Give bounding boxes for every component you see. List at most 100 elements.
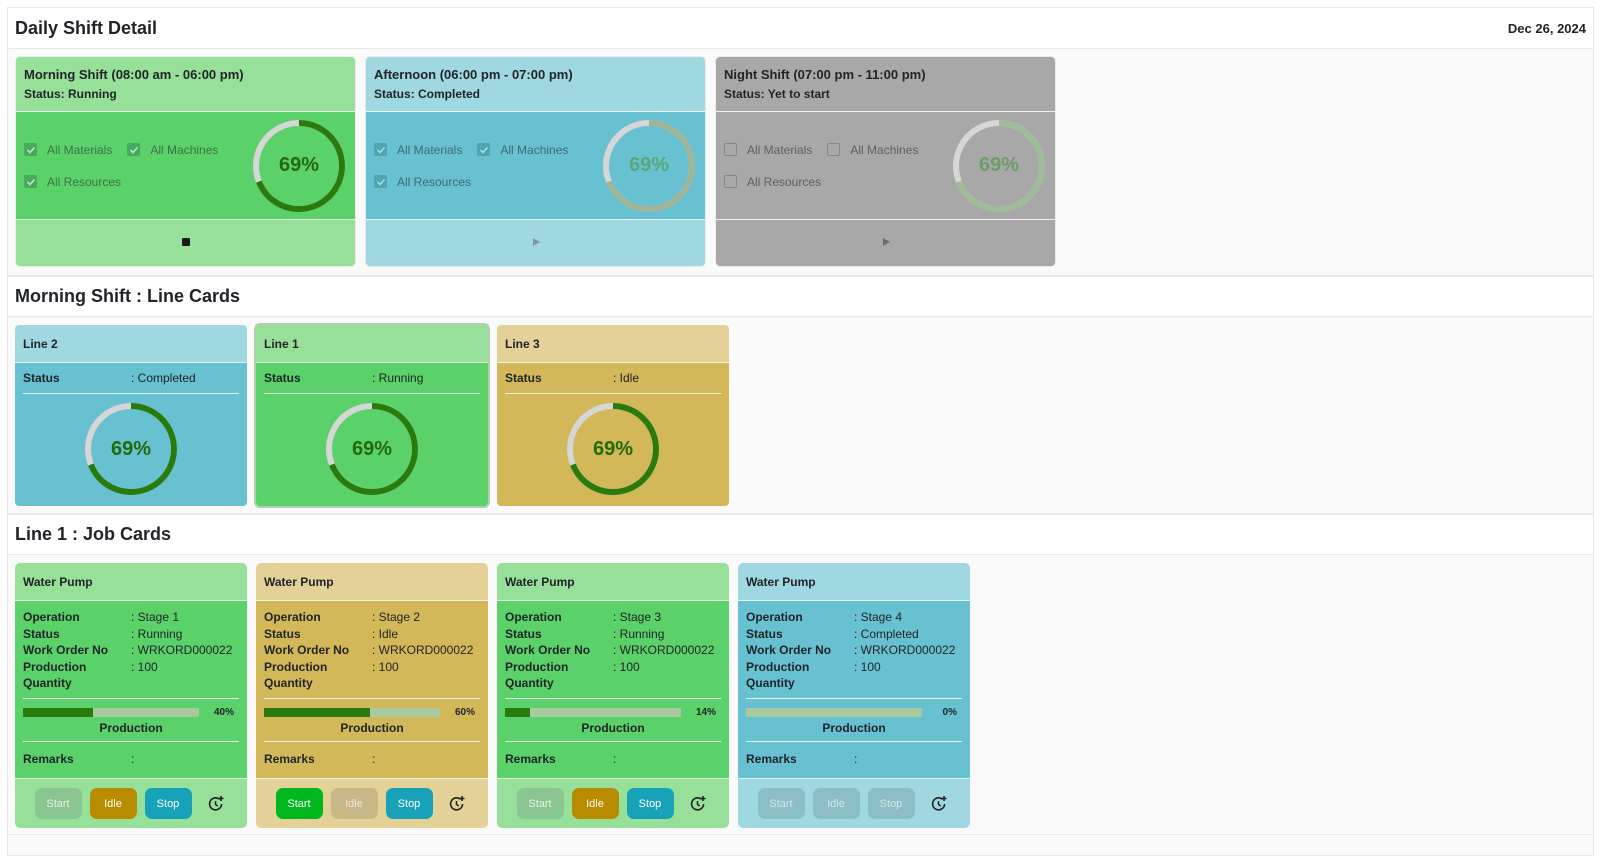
start-button[interactable]: Start <box>757 788 805 819</box>
job-fields: Operation: Stage 1 Status: Running Work … <box>23 609 239 699</box>
shift-card-footer <box>366 220 705 266</box>
clock-add-icon[interactable] <box>445 792 469 816</box>
shift-card-header: Afternoon (06:00 pm - 07:00 pm) Status: … <box>366 57 705 112</box>
stop-button[interactable]: Stop <box>385 788 433 819</box>
start-button[interactable]: Start <box>516 788 564 819</box>
production-key: Production <box>264 659 328 674</box>
job-cards-header: Line 1 : Job Cards <box>8 514 1593 555</box>
all-machines-check[interactable]: All Machines <box>127 143 218 157</box>
check-label: All Machines <box>850 142 919 157</box>
stop-button[interactable]: Stop <box>144 788 192 819</box>
work-order-value: : WRKORD000022 <box>131 643 233 657</box>
progress-label: Production <box>340 720 404 735</box>
progress-fill <box>23 707 94 717</box>
job-card[interactable]: Water Pump Operation: Stage 4 Status: Co… <box>738 563 970 828</box>
job-name: Water Pump <box>497 563 729 601</box>
status-value: : Idle <box>613 370 640 385</box>
shift-status: Status: Yet to start <box>724 87 830 101</box>
clock-add-icon[interactable] <box>927 792 951 816</box>
remarks-value: : <box>613 751 617 766</box>
remarks-row: Remarks: <box>264 742 480 768</box>
start-button[interactable]: Start <box>275 788 323 819</box>
all-materials-check[interactable]: All Materials <box>24 143 112 157</box>
production-progress: 40% Production <box>23 699 239 742</box>
progress-label: Production <box>581 720 645 735</box>
remarks-value: : <box>854 751 858 766</box>
checkbox-checked-icon[interactable] <box>24 143 37 156</box>
progress-track <box>505 707 681 717</box>
play-icon[interactable] <box>881 234 891 252</box>
status-key: Status <box>264 626 301 641</box>
shift-checklist: All Materials All Machines All Resources <box>24 143 251 189</box>
shift-card-afternoon[interactable]: Afternoon (06:00 pm - 07:00 pm) Status: … <box>365 56 706 267</box>
checkbox-checked-icon[interactable] <box>24 175 37 188</box>
clock-add-icon[interactable] <box>204 792 228 816</box>
status-value: : Completed <box>131 370 196 385</box>
donut-arc <box>85 403 177 495</box>
line-status-row: Status: Running <box>264 363 480 394</box>
checkbox-checked-icon[interactable] <box>374 175 387 188</box>
status-key: Status <box>23 370 60 385</box>
shift-card-night[interactable]: Night Shift (07:00 pm - 11:00 pm) Status… <box>715 56 1056 267</box>
daily-shift-header: Daily Shift Detail Dec 26, 2024 <box>8 8 1593 49</box>
stop-icon[interactable] <box>181 234 191 252</box>
status-value: : Completed <box>854 626 919 641</box>
line-card[interactable]: Line 2 Status: Completed 69% <box>15 325 247 506</box>
play-icon[interactable] <box>531 234 541 252</box>
operation-key: Operation <box>23 610 80 624</box>
checkbox-unchecked-icon[interactable] <box>827 143 841 156</box>
line-card-selected[interactable]: Line 1 Status: Running 69% <box>256 325 488 506</box>
idle-button[interactable]: Idle <box>812 788 860 819</box>
operation-value: : Stage 1 <box>131 610 180 624</box>
idle-button[interactable]: Idle <box>330 788 378 819</box>
stop-button[interactable]: Stop <box>867 788 915 819</box>
operation-value: : Stage 3 <box>613 610 662 624</box>
production-key: Production <box>505 659 569 674</box>
production-row: Production: 100 <box>23 659 239 676</box>
status-row: Status: Completed <box>746 626 962 643</box>
job-name: Water Pump <box>738 563 970 601</box>
operation-row: Operation: Stage 4 <box>746 609 962 626</box>
section-title: Morning Shift : Line Cards <box>15 286 240 306</box>
production-key: Production <box>23 659 87 674</box>
all-machines-check[interactable]: All Machines <box>827 143 918 157</box>
status-row: Status: Idle <box>264 626 480 643</box>
start-button[interactable]: Start <box>34 788 82 819</box>
checkbox-checked-icon[interactable] <box>127 143 141 156</box>
line-cards-row: Line 2 Status: Completed 69% Line 1 Stat… <box>8 317 1593 514</box>
line-card[interactable]: Line 3 Status: Idle 69% <box>497 325 729 506</box>
checkbox-checked-icon[interactable] <box>477 143 491 156</box>
clock-add-icon[interactable] <box>686 792 710 816</box>
job-card[interactable]: Water Pump Operation: Stage 3 Status: Ru… <box>497 563 729 828</box>
job-card-actions: Start Idle Stop <box>738 778 970 828</box>
check-label: All Resources <box>397 174 472 189</box>
checkbox-unchecked-icon[interactable] <box>724 143 737 156</box>
work-order-key: Work Order No <box>264 643 350 657</box>
all-materials-check[interactable]: All Materials <box>374 143 462 157</box>
checkbox-unchecked-icon[interactable] <box>724 175 737 188</box>
stop-button[interactable]: Stop <box>626 788 674 819</box>
remarks-row: Remarks: <box>746 742 962 768</box>
job-card[interactable]: Water Pump Operation: Stage 1 Status: Ru… <box>15 563 247 828</box>
quantity-key: Quantity <box>23 676 72 690</box>
all-resources-check[interactable]: All Resources <box>374 175 471 189</box>
shift-cards-row: Morning Shift (08:00 am - 06:00 pm) Stat… <box>8 49 1593 276</box>
all-resources-check[interactable]: All Resources <box>24 175 121 189</box>
check-label: All Materials <box>397 142 463 157</box>
quantity-key: Quantity <box>505 676 554 690</box>
all-machines-check[interactable]: All Machines <box>477 143 568 157</box>
donut-percent-label: 69% <box>978 154 1020 176</box>
progress-percent: 60% <box>454 706 475 718</box>
remarks-value: : <box>372 751 376 766</box>
daily-shift-section: Daily Shift Detail Dec 26, 2024 Morning … <box>8 8 1593 276</box>
checkbox-checked-icon[interactable] <box>374 143 387 156</box>
all-materials-check[interactable]: All Materials <box>724 143 812 157</box>
shift-progress-donut: 69% <box>251 118 347 214</box>
all-resources-check[interactable]: All Resources <box>724 175 821 189</box>
shift-card-morning[interactable]: Morning Shift (08:00 am - 06:00 pm) Stat… <box>15 56 356 267</box>
idle-button[interactable]: Idle <box>89 788 137 819</box>
idle-button[interactable]: Idle <box>571 788 619 819</box>
work-order-key: Work Order No <box>505 643 591 657</box>
job-fields: Operation: Stage 4 Status: Completed Wor… <box>746 609 962 699</box>
job-card[interactable]: Water Pump Operation: Stage 2 Status: Id… <box>256 563 488 828</box>
